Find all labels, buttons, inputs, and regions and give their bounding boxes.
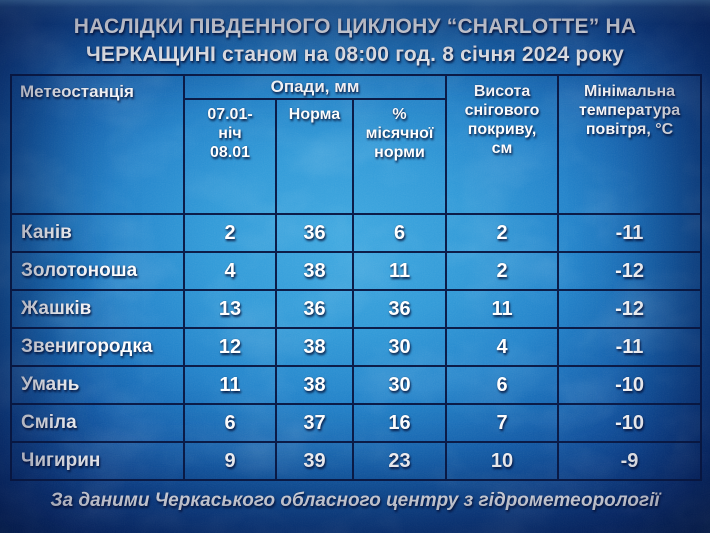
col-header-snow-depth: Висота снігового покриву, см bbox=[445, 74, 560, 215]
col-header-precip-period: 07.01- ніч 08.01 bbox=[183, 98, 277, 215]
station-cell: Золотоноша bbox=[10, 251, 185, 291]
title-line-2: ЧЕРКАЩИНІ станом на 08:00 год. 8 січня 2… bbox=[85, 43, 625, 66]
table-row: Сміла 6 37 16 7 -10 bbox=[10, 403, 703, 443]
table-row: Жашків 13 36 36 11 -12 bbox=[10, 289, 703, 329]
pct-cell: 11 bbox=[351, 251, 448, 291]
table-row: Звенигородка 12 38 30 4 -11 bbox=[10, 327, 703, 367]
temp-cell: -10 bbox=[557, 365, 703, 405]
norm-cell: 38 bbox=[275, 327, 354, 367]
table-row: Умань 11 38 30 6 -10 bbox=[10, 365, 703, 405]
slide-title: НАСЛІДКИ ПІВДЕННОГО ЦИКЛОНУ “CHARLOTTE” … bbox=[0, 0, 710, 69]
precip-cell: 12 bbox=[183, 327, 277, 367]
snow-cell: 2 bbox=[445, 251, 560, 291]
col-header-precip-pct: % місячної норми bbox=[351, 98, 448, 215]
station-cell: Умань bbox=[10, 365, 185, 405]
station-cell: Звенигородка bbox=[10, 327, 185, 367]
pct-cell: 23 bbox=[351, 441, 448, 481]
temp-cell: -10 bbox=[557, 403, 703, 443]
snow-cell: 10 bbox=[445, 441, 560, 481]
col-header-min-temp: Мінімальна температура повітря, °С bbox=[557, 74, 703, 215]
table-row: Канів 2 36 6 2 -11 bbox=[10, 213, 703, 253]
pct-cell: 30 bbox=[351, 327, 448, 367]
table-row: Золотоноша 4 38 11 2 -12 bbox=[10, 251, 703, 291]
snow-cell: 2 bbox=[445, 213, 560, 253]
col-header-precip-group: Опади, мм bbox=[182, 74, 448, 100]
norm-cell: 39 bbox=[275, 441, 354, 481]
footer-source-text: За даними Черкаського обласного центру з… bbox=[50, 490, 660, 511]
station-cell: Чигирин bbox=[10, 441, 185, 481]
precip-cell: 6 bbox=[183, 403, 277, 443]
temp-cell: -12 bbox=[557, 251, 703, 291]
precip-cell: 11 bbox=[183, 365, 277, 405]
col-header-station: Метеостанція bbox=[10, 74, 185, 215]
snow-cell: 4 bbox=[445, 327, 560, 367]
temp-cell: -9 bbox=[557, 441, 703, 481]
snow-cell: 11 bbox=[445, 289, 560, 329]
station-cell: Канів bbox=[10, 213, 185, 253]
pct-cell: 36 bbox=[351, 289, 448, 329]
precip-cell: 9 bbox=[183, 441, 277, 481]
snow-cell: 6 bbox=[445, 365, 560, 405]
col-header-precip-norm: Норма bbox=[275, 98, 354, 215]
norm-cell: 36 bbox=[275, 289, 354, 329]
temp-cell: -12 bbox=[557, 289, 703, 329]
title-line-1: НАСЛІДКИ ПІВДЕННОГО ЦИКЛОНУ “CHARLOTTE” … bbox=[73, 15, 637, 38]
table-row: Чигирин 9 39 23 10 -9 bbox=[10, 441, 703, 481]
norm-cell: 38 bbox=[275, 365, 354, 405]
norm-cell: 36 bbox=[275, 213, 354, 253]
pct-cell: 16 bbox=[351, 403, 448, 443]
norm-cell: 37 bbox=[275, 403, 354, 443]
snow-cell: 7 bbox=[445, 403, 560, 443]
header-row-sub: 07.01- ніч 08.01 Норма % місячної норми bbox=[11, 98, 701, 215]
precip-cell: 13 bbox=[183, 289, 277, 329]
station-cell: Жашків bbox=[10, 289, 185, 329]
header-row-main: Метеостанція Опади, мм Висота снігового … bbox=[10, 74, 703, 215]
precip-cell: 2 bbox=[183, 213, 277, 253]
weather-table: Метеостанція Опади, мм Висота снігового … bbox=[10, 74, 703, 481]
precip-cell: 4 bbox=[183, 251, 277, 291]
pct-cell: 30 bbox=[351, 365, 448, 405]
temp-cell: -11 bbox=[557, 327, 703, 367]
temp-cell: -11 bbox=[557, 213, 703, 253]
norm-cell: 38 bbox=[275, 251, 354, 291]
station-cell: Сміла bbox=[10, 403, 185, 443]
pct-cell: 6 bbox=[351, 213, 448, 253]
